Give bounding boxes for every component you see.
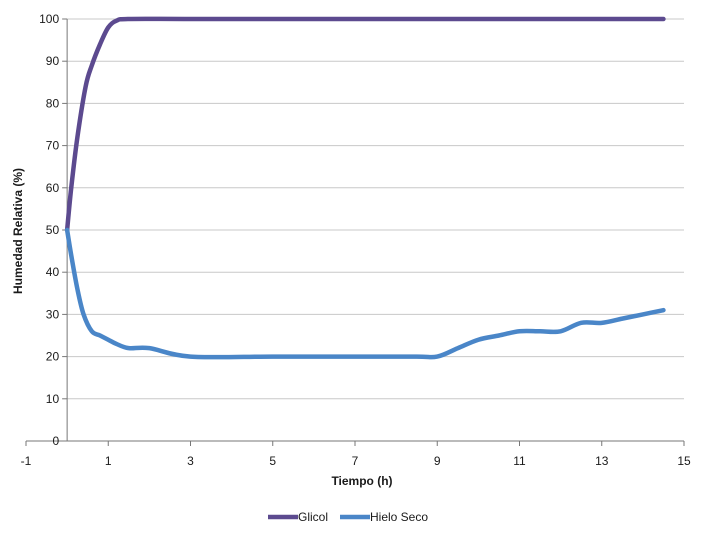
series-lines	[64, 16, 666, 360]
x-tick-label: 9	[434, 454, 441, 468]
y-axis-title: Humedad Relativa (%)	[11, 168, 25, 294]
y-tick-label: 50	[46, 223, 60, 237]
y-tick-label: 20	[46, 350, 60, 364]
x-tick-label: 3	[187, 454, 194, 468]
x-axis-title: Tiempo (h)	[331, 474, 392, 488]
legend-label-glicol: Glicol	[298, 510, 328, 524]
x-tick-label: -1	[21, 454, 32, 468]
axes	[25, 18, 685, 446]
gridlines	[67, 18, 684, 400]
legend-label-hielo-seco: Hielo Seco	[370, 510, 428, 524]
y-tick-label: 90	[46, 54, 60, 68]
x-tick-label: 5	[269, 454, 276, 468]
y-tick-label: 30	[46, 307, 60, 321]
y-tick-label: 10	[46, 392, 60, 406]
y-tick-label: 60	[46, 181, 60, 195]
y-tick-label: 100	[39, 12, 59, 26]
y-tick-label: 40	[46, 265, 60, 279]
x-tick-label: 15	[677, 454, 691, 468]
x-tick-label: 11	[513, 454, 526, 468]
legend: Glicol Hielo Seco	[268, 510, 428, 524]
y-tick-label: 0	[52, 434, 59, 448]
y-tick-label: 80	[46, 96, 60, 110]
x-tick-label: 1	[105, 454, 112, 468]
x-tick-label: 13	[595, 454, 609, 468]
y-tick-label: 70	[46, 139, 60, 153]
series-line-glicol	[64, 16, 666, 233]
series-line-hielo-seco	[64, 227, 666, 360]
x-tick-label: 7	[352, 454, 359, 468]
